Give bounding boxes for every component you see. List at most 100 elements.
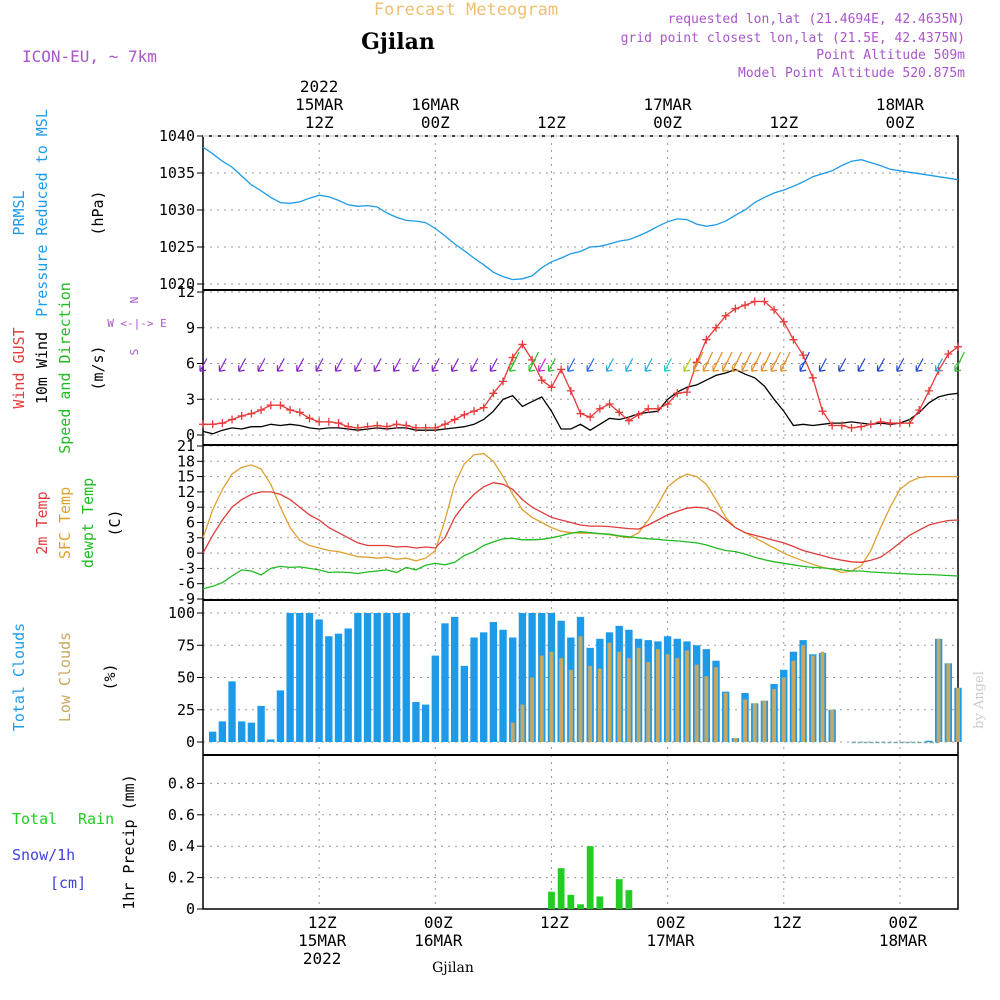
bottom-time-tick-label: 16MAR — [414, 931, 463, 950]
pressure-line — [202, 146, 959, 281]
total-cloud-bar — [450, 616, 459, 742]
top-year-label: 2022 — [300, 77, 339, 96]
compass-north: N — [128, 297, 141, 304]
snow-label: Snow/1h — [12, 846, 75, 864]
wind-gust-line-marker — [363, 422, 372, 431]
clouds-unit: (%) — [101, 663, 119, 690]
total-cloud-bar — [412, 702, 420, 742]
low-cloud-bar — [781, 677, 786, 742]
temp-dewpt-label: dewpt Temp — [79, 478, 97, 568]
location-title: Gjilan — [361, 29, 435, 55]
pressure-label-a: PRMSL — [10, 190, 28, 235]
wind-gust-line-marker — [402, 421, 411, 430]
requested-coords: requested lon,lat (21.4694E, 42.4635N) — [668, 12, 965, 27]
total-cloud-bar — [460, 665, 469, 742]
low-cloud-bar — [626, 658, 631, 742]
y-tick-label: 1020 — [159, 275, 195, 293]
wind-gust-line-marker — [208, 420, 217, 429]
low-cloud-bar — [714, 667, 718, 742]
wind-gust-line-marker — [779, 317, 788, 326]
low-cloud-bar — [704, 676, 709, 742]
wind-gust-line-marker — [305, 414, 314, 423]
y-tick-label: 0 — [186, 426, 195, 444]
wind-direction-arrow — [683, 358, 692, 372]
wind-label: 10m Wind — [33, 332, 51, 404]
wind-gust-line-marker — [450, 415, 459, 424]
faint-title: Forecast Meteogram — [374, 0, 558, 20]
wind-gust-line-marker — [518, 340, 527, 349]
wind-gust-line-marker — [712, 323, 721, 332]
low-cloud-bar — [791, 660, 796, 742]
wind-gust-line-marker — [653, 404, 662, 413]
wind-direction-arrow — [373, 358, 382, 372]
grid-point-coords: grid point closest lon,lat (21.5E, 42.43… — [621, 31, 965, 46]
wind-gust-line-marker — [731, 304, 740, 313]
low-cloud-bar — [946, 663, 951, 742]
wind-gust-line-marker — [247, 409, 256, 418]
y-tick-label: 15 — [177, 468, 195, 486]
wind-direction-arrow — [354, 358, 363, 372]
low-cloud-bar — [733, 738, 738, 742]
low-cloud-bar — [694, 664, 699, 742]
model-point-altitude: Model Point Altitude 520.875m — [738, 66, 965, 81]
top-time-tick-label: 00Z — [421, 113, 450, 132]
total-cloud-bar — [402, 613, 410, 742]
wind-direction-arrow — [296, 358, 305, 372]
total-cloud-bar — [354, 613, 362, 742]
wind-direction-arrow — [605, 358, 614, 372]
wind-direction-arrow — [731, 351, 743, 372]
low-cloud-bar — [675, 658, 680, 742]
wind-gust-line-marker — [353, 423, 362, 432]
total-cloud-bar — [305, 613, 314, 742]
low-cloud-bar — [810, 655, 815, 742]
total-cloud-bar — [925, 740, 933, 742]
rain-bar — [625, 890, 633, 909]
rain-bar — [586, 846, 594, 909]
wind-gust-line-marker — [257, 405, 266, 414]
wind-direction-arrow — [664, 358, 672, 372]
bottom-time-tick-label: 18MAR — [879, 931, 928, 950]
wind-direction-arrow — [838, 358, 847, 372]
wind-gust-line-marker — [286, 405, 295, 414]
top-time-tick-label: 12Z — [537, 113, 566, 132]
wind-gust-line-marker — [315, 417, 324, 426]
total-cloud-bar — [276, 690, 285, 742]
wind-gust-line-marker — [508, 353, 517, 362]
wind-gust-line-marker — [702, 335, 711, 344]
total-cloud-bar — [509, 637, 517, 742]
y-tick-label: -9 — [177, 590, 195, 608]
wind-gust-line-marker — [808, 373, 817, 382]
y-tick-label: 6 — [186, 514, 195, 532]
wind-gust-line-marker — [624, 416, 633, 425]
wind-gust-line-marker — [837, 421, 846, 430]
low-cloud-bar — [530, 677, 535, 742]
wind-gust-line-marker — [595, 404, 604, 413]
wind-gust-line-marker — [276, 401, 285, 410]
wind-gust-line-marker — [886, 419, 895, 428]
temp-sfc-label: SFC Temp — [56, 487, 74, 559]
wind-gust-line-marker — [895, 419, 904, 428]
watermark: by Angel — [972, 671, 987, 729]
wind-gust-line-marker — [750, 297, 759, 306]
y-tick-label: 3 — [186, 390, 195, 408]
bottom-time-tick-label: 12Z — [772, 913, 801, 932]
bottom-time-tick-label: 15MAR — [298, 931, 347, 950]
model-name: ICON-EU, ~ 7km — [22, 47, 157, 66]
wind-direction-arrow — [915, 358, 924, 372]
low-cloud-bar — [752, 703, 757, 742]
total-cloud-bar — [421, 704, 430, 742]
y-tick-label: 25 — [177, 701, 195, 719]
wind-direction-arrow — [693, 351, 704, 372]
wind-gust-line-marker — [576, 409, 585, 418]
wind-direction-arrow — [238, 358, 247, 372]
wind-gust-line-marker — [847, 423, 856, 432]
bottom-time-tick-label: 12Z — [540, 913, 569, 932]
wind-direction-arrow — [392, 358, 401, 372]
wind-direction-arrow — [702, 351, 714, 372]
total-cloud-bar — [383, 613, 391, 742]
total-cloud-bar — [363, 613, 372, 742]
total-rain-label-b: Rain — [78, 810, 114, 828]
y-tick-label: 21 — [177, 437, 195, 455]
low-cloud-bar — [723, 692, 728, 742]
bottom-time-tick-label: 2022 — [303, 949, 342, 968]
